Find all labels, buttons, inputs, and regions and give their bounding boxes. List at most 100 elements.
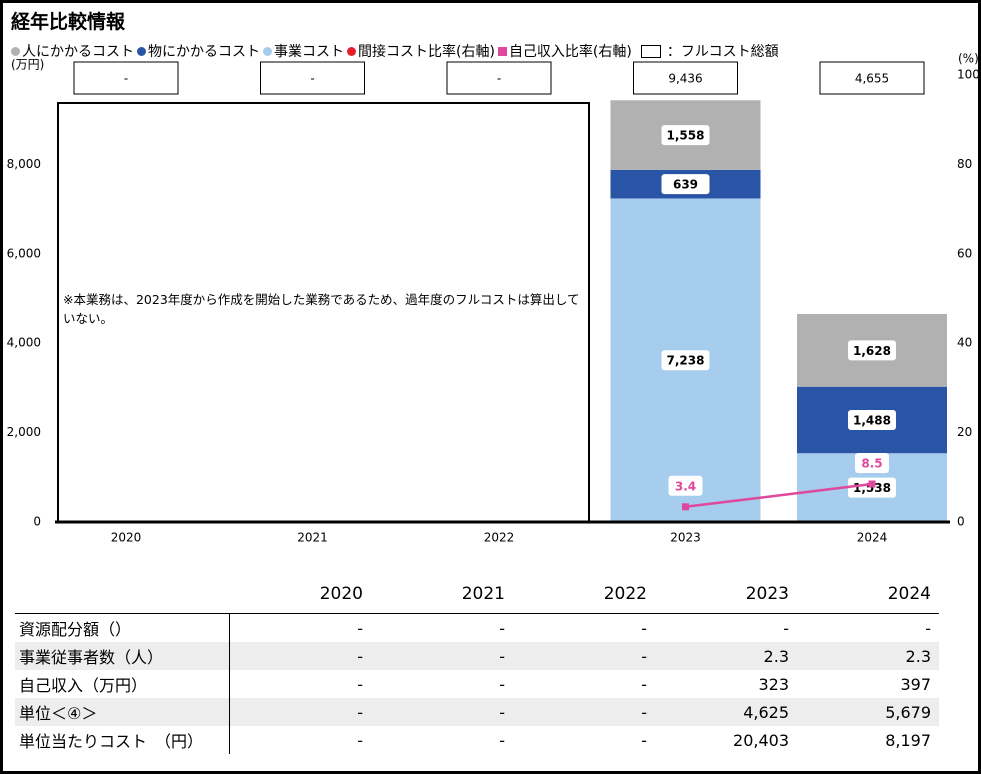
x-tick-label: 2021 [297,531,328,545]
table-cell: 397 [900,674,931,694]
legend: 人にかかるコスト 物にかかるコスト 事業コスト 間接コスト比率(右軸) 自己収入比率(右… [11,41,782,61]
legend-marker [263,46,272,56]
full-cost-label: - [497,72,501,86]
column-header: 2022 [513,575,655,614]
legend-item: 事業コスト [263,41,344,61]
legend-label: 間接コスト比率(右軸) [358,44,495,60]
table-cell: - [357,730,363,750]
table-cell: - [499,618,505,638]
table-cell: 8,197 [885,730,931,750]
table-cell: - [641,618,647,638]
y-axis-label: (万円) [11,58,44,72]
table-cell: - [513,642,655,670]
column-header: 2021 [371,575,513,614]
chart: (万円) (%) 0 2,000 4,000 6,000 8,000 0 20 40 60 80 100… [7,52,978,545]
legend-item: 物にかかるコスト [137,41,260,61]
table-cell: - [513,698,655,726]
table-cell: 4,625 [655,698,797,726]
table-cell: 5,679 [797,698,939,726]
full-cost-box [633,61,738,95]
legend-label: 自己収入比率(右軸) [508,44,632,60]
row-label: 資源配分額（） [15,613,230,642]
full-cost-box [819,61,925,95]
data-label-box [848,477,896,498]
table-cell: - [499,730,505,750]
full-cost-label: - [310,72,314,86]
table-row: 事業従事者数（人） - - -2.3 2.3 [15,642,939,670]
data-label-box [848,340,896,361]
table: 2020 2021 2022 2023 2024 資源配分額（） - - - - - 事業従事者数（人… [15,575,939,754]
legend-marker [640,44,661,58]
table-cell: - [371,698,513,726]
annotation-holder: ※本業務は、2023年度から作成を開始した業務であるため、過年度のフルコストは算… [63,292,580,326]
data-label: 3.4 [675,479,696,493]
title: 経年比較情報 [11,11,126,33]
legend-label: ：フルコスト総額 [666,44,779,60]
y-tick-label: 8,000 [7,157,41,171]
data-label-box [855,453,889,474]
header-row: 2020 2021 2022 2023 2024 [15,575,939,614]
y2-axis-label: (%) [958,52,978,66]
legend-item: ：フルコスト総額 [635,41,779,61]
full-cost-label: 9,436 [668,72,702,86]
table-cell: 20,403 [733,730,789,750]
full-cost-label: - [124,72,128,86]
legend-label: 物にかかるコスト [148,44,260,60]
table-cell: - [641,730,647,750]
table-row: 単位＜④＞ - - -4,625 5,679 [15,698,939,726]
x-tick-label: 2022 [484,531,515,545]
row-label: 事業従事者数（人） [15,642,230,670]
row-label: 単位＜④＞ [15,698,230,726]
legend-marker [497,46,507,56]
table-row: 自己収入（万円） - - - 323 397 [15,670,939,698]
data-label: 1,488 [853,413,891,427]
table-cell: 323 [758,674,789,694]
y-tick-label: 0 [33,515,41,529]
table-row: 単位当たりコスト （円） - - - 20,403 8,197 [15,726,939,754]
y2-tick-label: 0 [957,515,965,529]
table-row: 資源配分額（） - - - - - [15,613,939,642]
y-tick-label: 4,000 [7,336,41,350]
legend-item: 間接コスト比率(右軸) [347,41,495,61]
table-cell: - [357,618,363,638]
row-label: 単位当たりコスト （円） [15,726,230,754]
column-header: 2023 [655,575,797,614]
x-tick-label: 2024 [857,531,888,545]
legend-item: 人にかかるコスト [11,41,134,61]
y2-tick-label: 80 [957,157,972,171]
line [685,482,873,509]
data-label: 639 [673,178,698,192]
data-label-box [661,174,710,195]
x-tick-label: 2020 [111,531,142,545]
table-cell: - [229,698,371,726]
column-header: 2024 [797,575,939,614]
data-label: 1,628 [853,344,891,358]
full-cost-box [260,61,365,95]
table-cell: - [499,674,505,694]
line-point [868,480,876,488]
table-cell: - [783,618,789,638]
full-cost-label: 4,655 [855,72,889,86]
y-tick-label: 6,000 [7,246,41,260]
annotation: ※本業務は、2023年度から作成を開始した業務であるため、過年度のフルコストは算… [63,292,580,326]
row-label: 自己収入（万円） [15,670,230,698]
table-cell: 2.3 [797,642,939,670]
legend-label: 事業コスト [274,44,344,60]
legend-label: 人にかかるコスト [22,44,134,60]
table-cell: - [641,674,647,694]
data-label-box [668,475,703,496]
data-label-box [661,125,710,146]
data-label: 8.5 [861,457,882,471]
table-cell: - [229,642,371,670]
table-cell: - [357,674,363,694]
data-label-box [661,350,710,371]
x-tick-label: 2023 [670,531,701,545]
y2-tick-label: 60 [957,246,972,260]
full-cost-box [446,61,552,95]
legend-marker [137,46,146,56]
legend-item: 自己収入比率(右軸) [497,41,632,61]
data-label-box [848,409,896,430]
data-label: 1,558 [667,129,705,143]
table-cell: 2.3 [655,642,797,670]
